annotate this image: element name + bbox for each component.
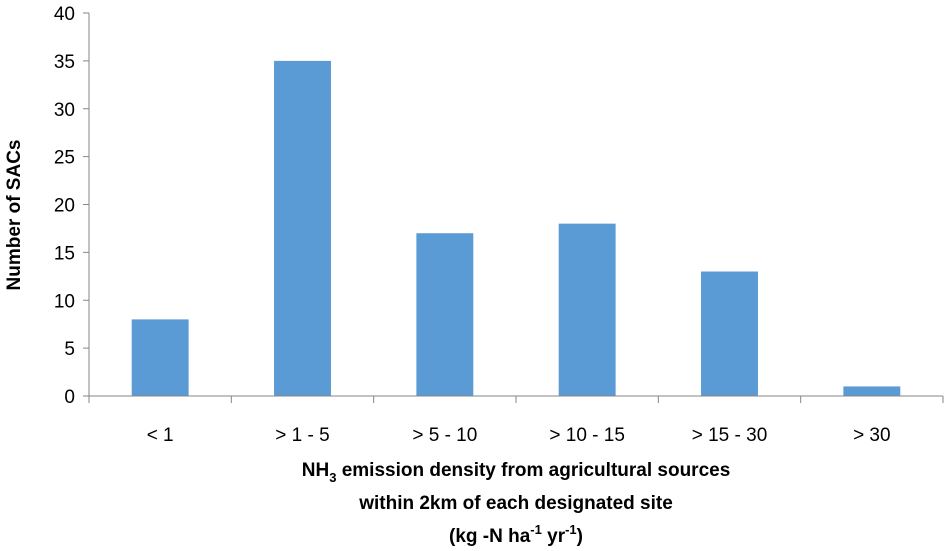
x-tick-label: < 1 xyxy=(147,425,174,446)
x-axis-title-line-2: within 2km of each designated site xyxy=(358,493,673,514)
x-axis-title-line-1: NH3 emission density from agricultural s… xyxy=(302,460,731,485)
x-tick-label: > 5 - 10 xyxy=(412,425,477,446)
y-tick-label: 40 xyxy=(54,4,75,25)
bar-3 xyxy=(558,223,616,396)
x-tick-label: > 10 - 15 xyxy=(549,425,625,446)
x-tick-label: > 30 xyxy=(853,425,891,446)
y-tick-label: 0 xyxy=(64,387,75,408)
bar-5 xyxy=(843,386,901,396)
x-tick-label: > 1 - 5 xyxy=(275,425,329,446)
bar-2 xyxy=(416,233,474,396)
y-axis-title: Number of SACs xyxy=(4,140,25,291)
y-tick-label: 20 xyxy=(54,196,75,217)
x-axis-title-line-3: (kg -N ha-1 yr-1) xyxy=(449,522,583,547)
bars-group xyxy=(131,60,901,397)
bar-1 xyxy=(274,60,331,397)
y-tick-label: 30 xyxy=(54,100,75,121)
y-axis: 0 5 10 15 20 25 30 35 40 xyxy=(54,4,90,408)
y-tick-label: 10 xyxy=(54,291,75,312)
bar-4 xyxy=(701,271,758,396)
y-tick-label: 35 xyxy=(54,52,75,73)
y-tick-label: 15 xyxy=(54,243,75,264)
y-tick-label: 5 xyxy=(64,339,75,360)
x-tick-label: > 15 - 30 xyxy=(692,425,768,446)
y-tick-label: 25 xyxy=(54,148,75,169)
x-axis: < 1 > 1 - 5 > 5 - 10 > 10 - 15 > 15 - 30 > 30 xyxy=(88,395,944,446)
bar-0 xyxy=(131,319,189,396)
